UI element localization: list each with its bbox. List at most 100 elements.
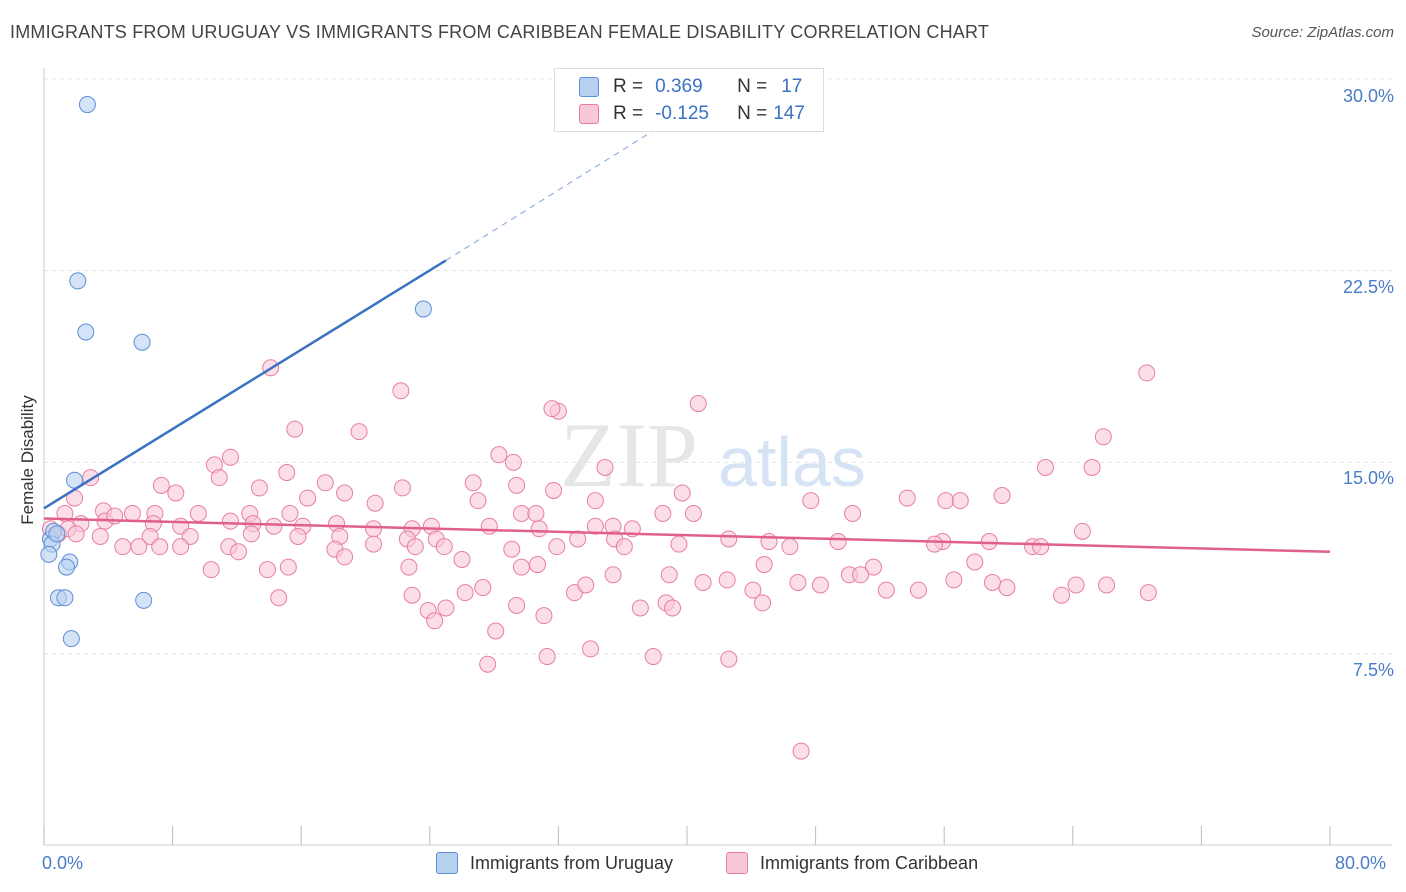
caribbean-point (1067, 576, 1085, 594)
legend-row-caribbean: R = -0.125 N = 147 (579, 102, 805, 126)
caribbean-point (512, 504, 530, 522)
caribbean-point (286, 420, 304, 438)
caribbean-point (844, 504, 862, 522)
uruguay-point (77, 323, 95, 341)
caribbean-point (582, 640, 600, 658)
caribbean-point (1083, 458, 1101, 476)
caribbean-point (278, 464, 296, 482)
caribbean-point (167, 484, 185, 502)
legend-n-label: N = (737, 103, 768, 124)
y-tick-label-22-5: 22.5% (1342, 277, 1394, 297)
uruguay-point (135, 591, 153, 609)
caribbean-point (694, 573, 712, 591)
uruguay-point (56, 589, 74, 607)
caribbean-point (718, 571, 736, 589)
caribbean-point (660, 566, 678, 584)
caribbean-point (279, 558, 297, 576)
caribbean-point (210, 469, 228, 487)
uruguay-point (58, 558, 76, 576)
uruguay-point (48, 525, 66, 543)
uruguay-point (414, 300, 432, 318)
caribbean-point (631, 599, 649, 617)
caribbean-point (898, 489, 916, 507)
caribbean-point (1036, 458, 1054, 476)
caribbean-point (980, 533, 998, 551)
caribbean-point (202, 561, 220, 579)
caribbean-point (474, 579, 492, 597)
caribbean-point (789, 573, 807, 591)
caribbean-point (437, 599, 455, 617)
caribbean-point (289, 527, 307, 545)
watermark-atlas: atlas (718, 423, 866, 501)
caribbean-point (926, 535, 944, 553)
caribbean-point (406, 538, 424, 556)
caribbean-point (366, 494, 384, 512)
caribbean-point (527, 504, 545, 522)
caribbean-point (744, 581, 762, 599)
caribbean-point (151, 538, 169, 556)
legend-n-value-caribbean: 147 (773, 103, 805, 124)
trend-lines (43, 109, 1331, 554)
uruguay-trend-line (43, 259, 447, 510)
caribbean-point (130, 538, 148, 556)
caribbean-point (529, 556, 547, 574)
legend-n-label: N = (737, 76, 768, 97)
legend-r-value-uruguay: 0.369 (655, 76, 703, 97)
caribbean-point (426, 612, 444, 630)
caribbean-point (1138, 364, 1156, 382)
caribbean-point (755, 556, 773, 574)
caribbean-point (490, 446, 508, 464)
caribbean-point (392, 382, 410, 400)
bottom-swatch-caribbean (726, 852, 748, 874)
caribbean-point (456, 584, 474, 602)
caribbean-point (864, 558, 882, 576)
legend-swatch-caribbean (579, 104, 599, 124)
uruguay-point (133, 333, 151, 351)
caribbean-points (41, 359, 1157, 760)
caribbean-point (350, 423, 368, 441)
chart-title: IMMIGRANTS FROM URUGUAY VS IMMIGRANTS FR… (10, 22, 990, 42)
caribbean-point (577, 576, 595, 594)
caribbean-point (720, 650, 738, 668)
uruguay-points (40, 96, 432, 648)
legend-swatch-uruguay (579, 77, 599, 97)
caribbean-point (172, 538, 190, 556)
caribbean-point (673, 484, 691, 502)
caribbean-point (393, 479, 411, 497)
caribbean-point (114, 538, 132, 556)
caribbean-point (604, 566, 622, 584)
y-tick-label-7-5: 7.5% (1352, 660, 1394, 680)
y-tick-label-30: 30.0% (1342, 86, 1394, 106)
caribbean-point (535, 607, 553, 625)
caribbean-point (508, 476, 526, 494)
caribbean-point (1053, 586, 1071, 604)
bottom-legend-label-uruguay: Immigrants from Uruguay (470, 852, 674, 873)
caribbean-point (720, 530, 738, 548)
caribbean-point (258, 561, 276, 579)
bottom-legend-label-caribbean: Immigrants from Caribbean (760, 852, 979, 873)
caribbean-point (998, 579, 1016, 597)
caribbean-point (503, 540, 521, 558)
zipatlas-watermark: ZIP atlas (560, 404, 866, 506)
grid-lines (44, 78, 1392, 655)
axes (43, 68, 1392, 846)
caribbean-point (242, 525, 260, 543)
caribbean-point (123, 504, 141, 522)
caribbean-point (811, 576, 829, 594)
stats-legend: R = 0.369 N = 17 R = -0.125 N = 147 (554, 68, 824, 132)
bottom-swatch-uruguay (436, 852, 458, 874)
caribbean-point (230, 543, 248, 561)
caribbean-point (221, 448, 239, 466)
caribbean-point (67, 525, 85, 543)
caribbean-point (336, 484, 354, 502)
caribbean-point (453, 550, 471, 568)
legend-r-label: R = (613, 76, 644, 97)
caribbean-point (435, 538, 453, 556)
caribbean-point (792, 742, 810, 760)
caribbean-point (1073, 522, 1091, 540)
caribbean-point (316, 474, 334, 492)
caribbean-point (365, 535, 383, 553)
caribbean-point (951, 492, 969, 510)
caribbean-point (983, 573, 1001, 591)
caribbean-point (221, 512, 239, 530)
